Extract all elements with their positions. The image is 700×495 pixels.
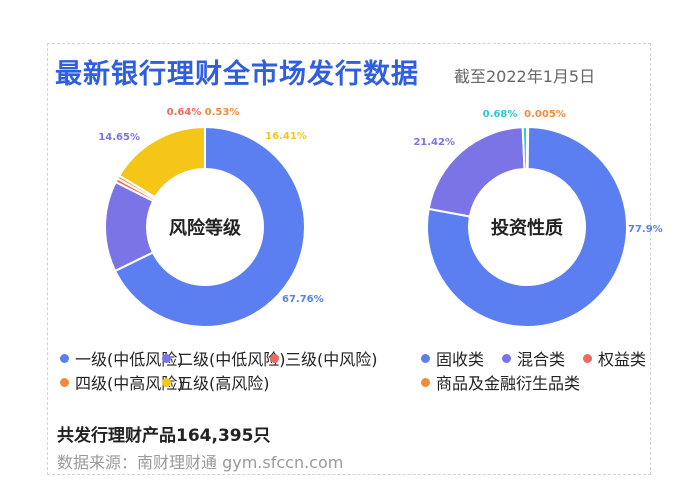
legend-dot-icon xyxy=(421,353,430,363)
data-label: 67.76% xyxy=(282,294,324,305)
data-label: 0.53% xyxy=(205,107,240,118)
chart-frame xyxy=(47,43,651,475)
legend-item: 权益类 xyxy=(583,346,646,370)
data-label: 0.64% xyxy=(167,107,202,118)
legend-label: 商品及金融衍生品类 xyxy=(436,374,581,393)
donut-slice xyxy=(117,125,206,199)
data-label: 16.41% xyxy=(265,131,307,142)
legend-dot-icon xyxy=(162,377,171,387)
legend-dot-icon xyxy=(60,353,69,363)
donut-slice xyxy=(525,125,530,171)
legend-label: 混合类 xyxy=(517,350,566,369)
legend-dot-icon xyxy=(162,353,171,363)
legend-label: 一级(中低风险) xyxy=(75,350,184,369)
legend-item: 一级(中低风险) xyxy=(60,346,184,370)
date-subtitle: 截至2022年1月5日 xyxy=(454,67,596,86)
donut-slice xyxy=(426,125,628,328)
legend-label: 五级(高风险) xyxy=(177,374,270,393)
legend-label: 固收类 xyxy=(436,350,485,369)
legend-dot-icon xyxy=(502,353,511,363)
legend-label: 三级(中风险) xyxy=(285,350,378,369)
donut-center-title: 风险等级 xyxy=(169,217,242,239)
legend-item: 商品及金融衍生品类 xyxy=(421,370,580,394)
legend-dot-icon xyxy=(270,353,279,363)
data-label: 0.005% xyxy=(524,109,566,120)
data-label: 77.9% xyxy=(628,224,663,235)
page-title: 最新银行理财全市场发行数据 xyxy=(55,59,419,90)
legend-item: 二级(中低风险) xyxy=(162,346,286,370)
legend-item: 五级(高风险) xyxy=(162,370,270,394)
legend-dot-icon xyxy=(421,377,430,387)
data-label: 21.42% xyxy=(413,137,455,148)
legend-dot-icon xyxy=(583,353,592,363)
legend-item: 混合类 xyxy=(502,346,565,370)
data-label: 0.68% xyxy=(483,109,518,120)
total-products: 共发行理财产品164,395只 xyxy=(57,426,271,446)
data-source: 数据来源：南财理财通 gym.sfccn.com xyxy=(57,453,344,472)
donut-slice xyxy=(113,125,306,328)
donut-center-title: 投资性质 xyxy=(491,217,563,239)
data-label: 14.65% xyxy=(98,132,140,143)
legend-label: 四级(中高风险) xyxy=(75,374,184,393)
legend-item: 固收类 xyxy=(421,346,484,370)
legend-dot-icon xyxy=(60,377,69,387)
legend-label: 权益类 xyxy=(598,350,647,369)
legend-label: 二级(中低风险) xyxy=(177,350,286,369)
legend-item: 三级(中风险) xyxy=(270,346,378,370)
legend-item: 四级(中高风险) xyxy=(60,370,184,394)
